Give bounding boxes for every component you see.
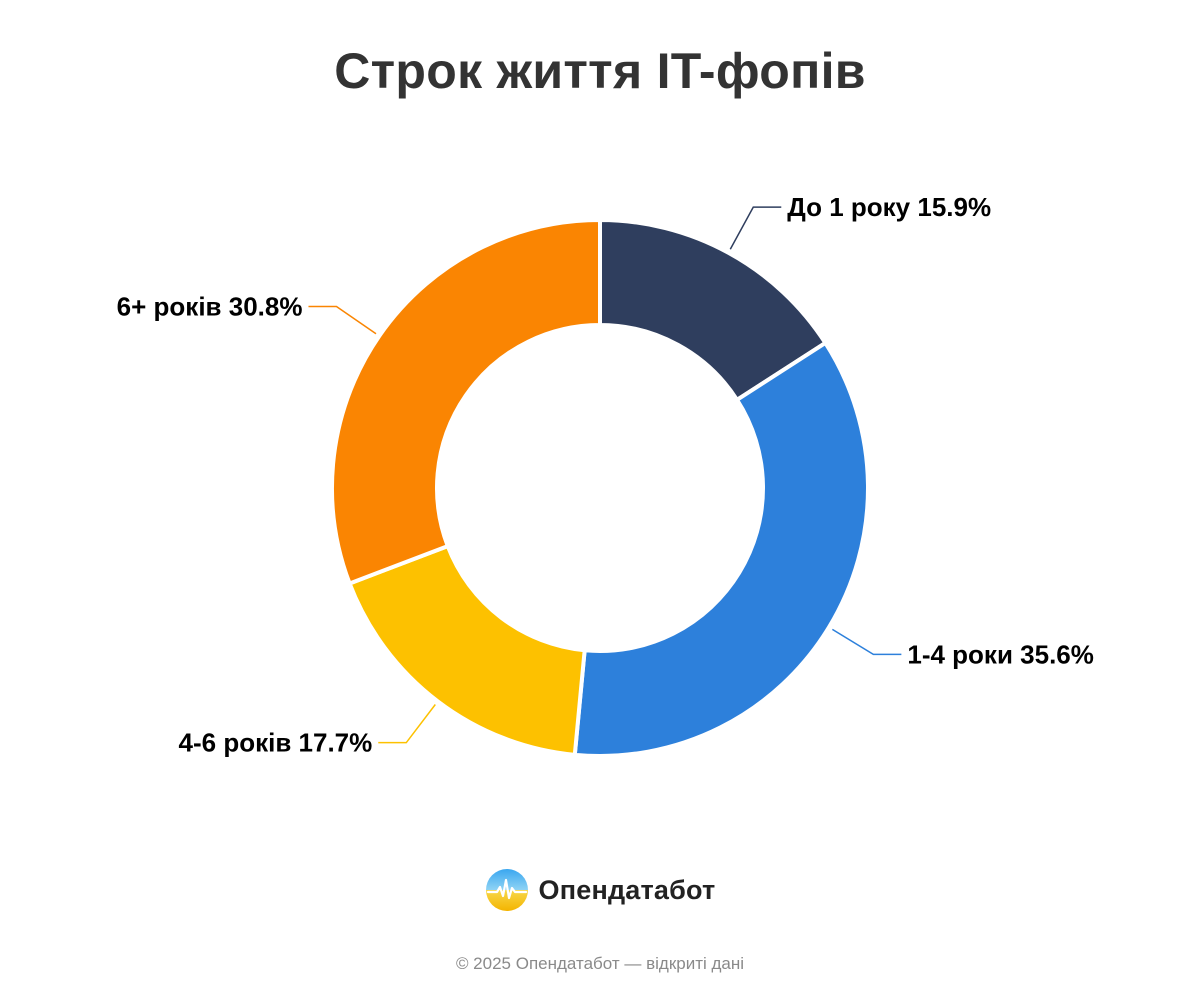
data-label-4-6-років: 4-6 років 17.7% [179, 728, 373, 758]
leader-line-до-1-року [729, 206, 782, 250]
leader-line-1-4-роки [831, 628, 902, 656]
leader-line-6plus-років [308, 305, 377, 335]
data-label-1-4-роки: 1-4 роки 35.6% [907, 639, 1094, 669]
chart-data-labels: До 1 року 15.9% 1-4 роки 35.6% 4-6 років 1… [117, 192, 1094, 758]
chart-slices [330, 218, 870, 758]
brand: Опендатабот [0, 868, 1200, 912]
leader-line-4-6-років [378, 704, 436, 744]
brand-name: Опендатабот [538, 874, 716, 905]
chart-title: Строк життя IT-фопів [334, 43, 866, 99]
chart-leader-lines [308, 206, 902, 744]
data-label-до-1-року: До 1 року 15.9% [787, 192, 991, 222]
opendatabot-logo-icon [485, 869, 528, 911]
slice-6plus-років [330, 218, 602, 586]
slice-4-6-років [347, 544, 587, 757]
slice-1-4-роки [572, 340, 870, 758]
data-label-6plus-років: 6+ років 30.8% [117, 291, 303, 321]
footer-copyright: © 2025 Опендатабот — відкриті дані [455, 954, 745, 973]
